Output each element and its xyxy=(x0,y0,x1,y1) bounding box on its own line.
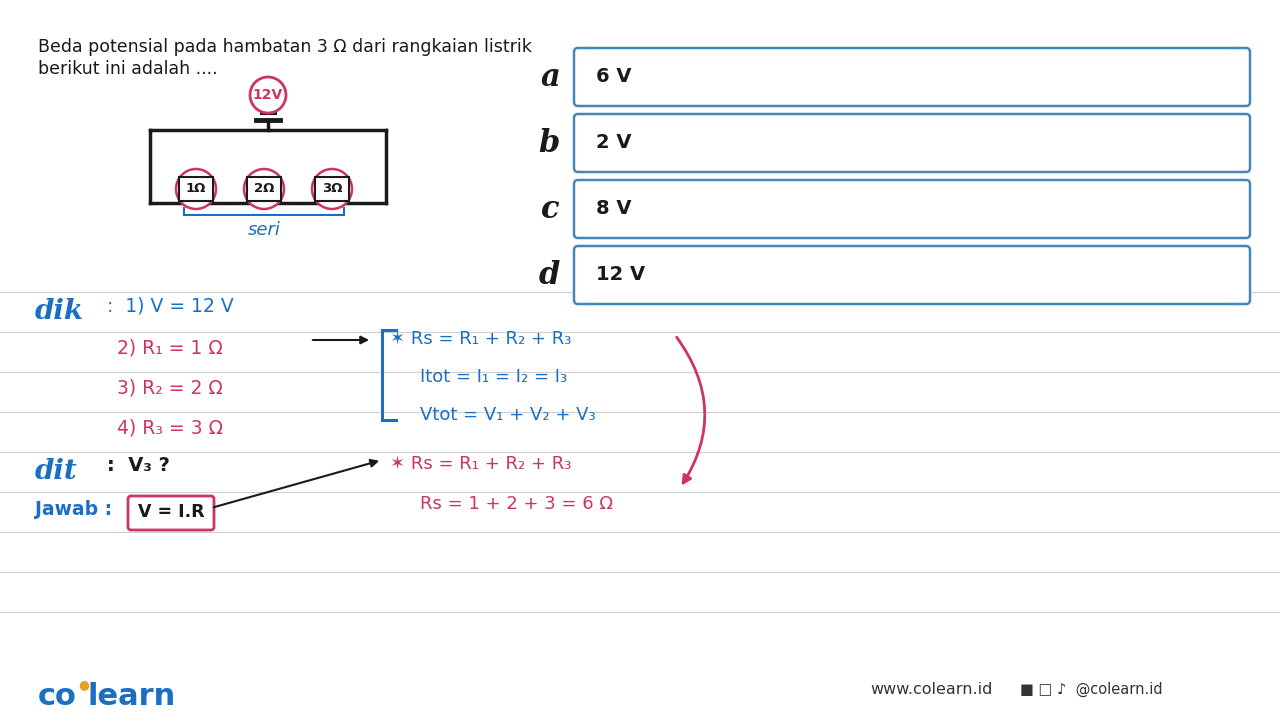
Text: 4) R₃ = 3 Ω: 4) R₃ = 3 Ω xyxy=(116,418,223,437)
Text: Rs = 1 + 2 + 3 = 6 Ω: Rs = 1 + 2 + 3 = 6 Ω xyxy=(420,495,613,513)
Text: a: a xyxy=(540,61,561,92)
Text: www.colearn.id: www.colearn.id xyxy=(870,682,992,697)
FancyBboxPatch shape xyxy=(179,177,212,201)
FancyBboxPatch shape xyxy=(573,114,1251,172)
FancyBboxPatch shape xyxy=(573,180,1251,238)
Text: :  1) V = 12 V: : 1) V = 12 V xyxy=(108,296,234,315)
Text: 3) R₂ = 2 Ω: 3) R₂ = 2 Ω xyxy=(116,378,223,397)
Text: ●: ● xyxy=(78,678,88,691)
Text: 2Ω: 2Ω xyxy=(253,182,274,196)
FancyBboxPatch shape xyxy=(573,48,1251,106)
Text: 6 V: 6 V xyxy=(596,68,631,86)
Text: ✶ Rs = R₁ + R₂ + R₃: ✶ Rs = R₁ + R₂ + R₃ xyxy=(390,330,571,348)
Circle shape xyxy=(177,169,216,209)
Text: berikut ini adalah ....: berikut ini adalah .... xyxy=(38,60,218,78)
Circle shape xyxy=(250,77,285,113)
Text: learn: learn xyxy=(87,682,175,711)
Circle shape xyxy=(244,169,284,209)
Text: 12 V: 12 V xyxy=(596,266,645,284)
Text: ■ □ ♪  @colearn.id: ■ □ ♪ @colearn.id xyxy=(1020,682,1162,697)
FancyBboxPatch shape xyxy=(247,177,282,201)
Text: b: b xyxy=(539,127,561,158)
Text: 12V: 12V xyxy=(253,88,283,102)
Text: Itot = I₁ = I₂ = I₃: Itot = I₁ = I₂ = I₃ xyxy=(420,368,567,386)
Text: dik: dik xyxy=(35,298,84,325)
Text: 1Ω: 1Ω xyxy=(186,182,206,196)
Circle shape xyxy=(312,169,352,209)
Text: d: d xyxy=(539,259,561,290)
Text: 2 V: 2 V xyxy=(596,133,631,153)
FancyBboxPatch shape xyxy=(573,246,1251,304)
Text: 8 V: 8 V xyxy=(596,199,631,218)
Text: Jawab :: Jawab : xyxy=(35,500,113,519)
Text: c: c xyxy=(541,194,561,225)
Text: 3Ω: 3Ω xyxy=(321,182,342,196)
FancyBboxPatch shape xyxy=(128,496,214,530)
Text: dit: dit xyxy=(35,458,78,485)
Text: seri: seri xyxy=(247,221,280,239)
Text: :  V₃ ?: : V₃ ? xyxy=(108,456,170,475)
Text: Beda potensial pada hambatan 3 Ω dari rangkaian listrik: Beda potensial pada hambatan 3 Ω dari ra… xyxy=(38,38,532,56)
Text: V = I.R: V = I.R xyxy=(138,503,205,521)
Text: ✶ Rs = R₁ + R₂ + R₃: ✶ Rs = R₁ + R₂ + R₃ xyxy=(390,455,571,473)
Text: co: co xyxy=(38,682,77,711)
FancyBboxPatch shape xyxy=(315,177,349,201)
Text: Vtot = V₁ + V₂ + V₃: Vtot = V₁ + V₂ + V₃ xyxy=(420,406,595,424)
Text: 2) R₁ = 1 Ω: 2) R₁ = 1 Ω xyxy=(116,338,223,357)
